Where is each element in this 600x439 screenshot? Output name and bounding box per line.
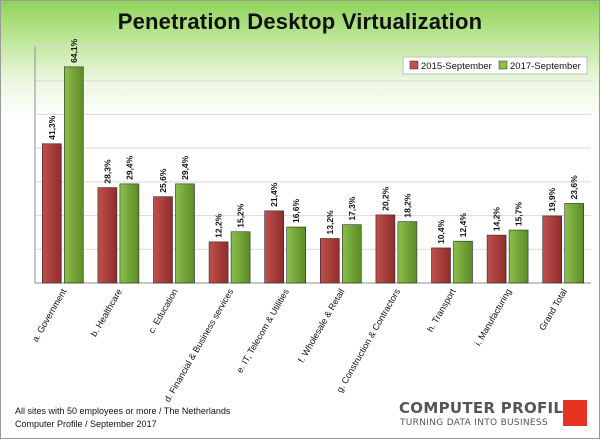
- bar-series1: [264, 210, 285, 284]
- category-label: a. Government: [30, 287, 69, 344]
- bars: [41, 66, 585, 284]
- data-label: 29,4%: [124, 155, 134, 180]
- category-label: h. Transport: [425, 287, 458, 334]
- data-label: 17,3%: [347, 196, 357, 221]
- company-logo: COMPUTER PROFILE TURNING DATA INTO BUSIN…: [399, 399, 589, 435]
- bar-series2: [508, 229, 529, 284]
- chart-title: Penetration Desktop Virtualization: [117, 9, 483, 34]
- gridlines: [35, 46, 591, 250]
- category-label: e. IT, Telecom & Utilities: [235, 287, 292, 375]
- bar-series1: [97, 187, 118, 284]
- category-label: Grand Total: [537, 287, 569, 332]
- bar-series1: [319, 238, 340, 284]
- bar-series2: [175, 183, 195, 284]
- footnote: All sites with 50 employees or more / Th…: [15, 405, 230, 431]
- data-label: 13,2%: [325, 210, 335, 235]
- data-label: 18,2%: [402, 193, 412, 218]
- data-label: 14,2%: [492, 207, 502, 232]
- footnote-line-1: All sites with 50 employees or more / Th…: [15, 406, 231, 416]
- category-labels: a. Government b. Healthcare c. Educationd.…: [30, 287, 569, 404]
- bar-series2: [286, 226, 307, 284]
- data-label: 16,6%: [291, 198, 301, 223]
- bar-series1: [153, 196, 173, 284]
- bar-series1: [431, 247, 451, 284]
- footnote-line-2: Computer Profile / September 2017: [15, 419, 157, 429]
- bar-series2: [564, 203, 585, 284]
- legend-swatch: [498, 60, 508, 70]
- bar-series2: [119, 183, 140, 284]
- value-labels: 41,3% 64,1% 28,3% 29,4% 25,6% 29,4% 12,2% 15,2%…: [47, 38, 579, 244]
- category-label: d. Financial & Business services: [162, 287, 235, 404]
- data-label: 19,9%: [547, 187, 557, 212]
- data-label: 12,4%: [458, 213, 468, 238]
- category-label: i. Manufacturing: [473, 287, 514, 347]
- bar-series2: [341, 224, 362, 284]
- data-label: 23,6%: [569, 175, 579, 200]
- bar-series2: [397, 221, 418, 284]
- axes: [34, 47, 591, 284]
- legend-swatch: [409, 60, 419, 70]
- data-label: 29,4%: [180, 155, 190, 180]
- data-label: 41,3%: [47, 115, 57, 140]
- bar-series1: [486, 234, 507, 284]
- bar-series1: [542, 215, 563, 284]
- bar-series2: [453, 240, 473, 284]
- data-label: 20,2%: [380, 186, 390, 211]
- bar-series1: [208, 241, 229, 284]
- logo-tagline: TURNING DATA INTO BUSINESS: [400, 418, 548, 428]
- bar-series1: [375, 214, 396, 284]
- bar-series2: [63, 66, 84, 284]
- data-label: 15,2%: [236, 203, 246, 228]
- legend-box: [402, 56, 588, 75]
- data-label: 64,1%: [69, 38, 79, 63]
- data-label: 21,4%: [269, 182, 279, 207]
- data-label: 28,3%: [102, 159, 112, 184]
- bar-series1: [41, 143, 62, 284]
- category-label: g. Construction & Contractors: [334, 287, 402, 395]
- logo-wordmark: COMPUTER PROFILE: [399, 399, 574, 417]
- data-label: 25,6%: [158, 168, 168, 193]
- legend-label: 2017-September: [510, 61, 581, 72]
- data-label: 15,7%: [514, 202, 524, 227]
- category-label: c. Education: [146, 287, 179, 335]
- legend: 2015-September 2017-September: [402, 56, 588, 75]
- category-label: f. Wholesale & Retail: [296, 287, 346, 364]
- data-label: 10,4%: [436, 219, 446, 244]
- data-label: 12,2%: [214, 213, 224, 238]
- category-label: b. Healthcare: [89, 287, 124, 338]
- bar-series2: [230, 231, 251, 284]
- legend-label: 2015-September: [421, 61, 492, 72]
- logo-square-icon: [563, 400, 587, 426]
